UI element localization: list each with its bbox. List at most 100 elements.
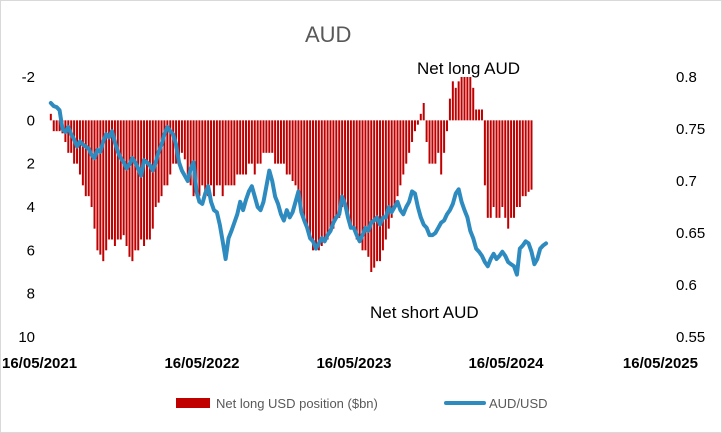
bar	[247, 120, 250, 164]
x-tick-label: 16/05/2025	[623, 355, 698, 372]
bar	[96, 120, 99, 251]
bar	[186, 120, 189, 175]
bar	[501, 120, 504, 207]
bar	[285, 120, 288, 175]
legend-label-line: AUD/USD	[489, 396, 548, 411]
bar	[262, 120, 265, 153]
bar	[242, 120, 245, 175]
bar	[102, 120, 105, 262]
bar	[402, 120, 405, 175]
bar	[422, 103, 425, 121]
bar	[483, 120, 486, 186]
left-tick-label: 4	[27, 199, 35, 216]
bar	[134, 120, 137, 251]
left-tick-label: 6	[27, 242, 35, 259]
bar	[58, 120, 61, 132]
bar	[387, 120, 390, 229]
bar	[212, 120, 215, 197]
bar	[344, 120, 347, 207]
bar	[326, 120, 329, 240]
bar	[437, 120, 440, 153]
bar	[116, 120, 119, 240]
bar	[323, 120, 326, 240]
bar	[145, 120, 148, 240]
bar	[338, 120, 341, 218]
bar	[265, 120, 268, 153]
bar	[527, 120, 530, 192]
x-tick-label: 16/05/2023	[316, 355, 391, 372]
bar	[151, 120, 154, 229]
bar	[478, 109, 481, 121]
right-tick-label: 0.8	[676, 69, 697, 86]
bar	[125, 120, 128, 246]
bar	[87, 120, 90, 197]
bar	[361, 120, 364, 251]
bar	[274, 120, 277, 164]
legend: Net long USD position ($bn) AUD/USD	[176, 396, 548, 411]
bar	[530, 120, 533, 190]
bar	[431, 120, 434, 164]
bar	[314, 120, 317, 251]
bar	[137, 120, 140, 251]
bar	[434, 120, 437, 164]
bar	[131, 120, 134, 262]
bar	[99, 120, 102, 255]
bar	[218, 120, 221, 186]
bar	[192, 120, 195, 197]
bar	[335, 120, 338, 218]
right-tick-label: 0.6	[676, 277, 697, 294]
bar	[277, 120, 280, 164]
bar	[169, 120, 172, 175]
bar	[288, 120, 291, 175]
bar	[346, 120, 349, 218]
bar	[428, 120, 431, 164]
bar	[81, 120, 84, 186]
bar	[524, 120, 527, 197]
left-tick-label: 0	[27, 112, 35, 129]
bar	[52, 120, 55, 132]
bar	[259, 120, 262, 164]
bar	[113, 120, 116, 246]
bar	[309, 120, 312, 240]
bar	[379, 120, 382, 262]
bar	[463, 77, 466, 121]
bar	[521, 120, 524, 197]
bar	[332, 120, 335, 229]
left-tick-label: 8	[27, 286, 35, 303]
bar	[370, 120, 373, 272]
bar	[111, 120, 114, 240]
bar	[93, 120, 96, 229]
right-tick-label: 0.75	[676, 121, 705, 138]
bar	[486, 120, 489, 218]
bar	[518, 120, 521, 207]
bar	[489, 120, 492, 218]
bar	[329, 120, 332, 229]
x-tick-label: 16/05/2024	[468, 355, 544, 372]
bar	[405, 120, 408, 164]
line-series	[48, 101, 549, 277]
bar	[236, 120, 239, 175]
bar	[230, 120, 233, 186]
bar	[271, 120, 274, 153]
bar	[157, 120, 160, 203]
bar	[148, 120, 151, 240]
bar	[84, 120, 87, 197]
bar	[515, 120, 518, 207]
bar	[233, 120, 236, 186]
bar	[207, 120, 210, 197]
bar-series	[49, 77, 533, 272]
bar	[317, 120, 320, 251]
bar	[282, 120, 285, 164]
bar	[90, 120, 93, 207]
bar	[320, 120, 323, 246]
bar	[498, 120, 501, 218]
bar	[245, 120, 248, 175]
left-tick-label: 10	[18, 329, 35, 346]
bar	[108, 120, 111, 240]
left-tick-label: 2	[27, 156, 35, 173]
bar	[457, 81, 460, 121]
bar	[425, 120, 428, 142]
bar	[358, 120, 361, 240]
bar	[448, 98, 451, 121]
bar	[239, 120, 242, 175]
